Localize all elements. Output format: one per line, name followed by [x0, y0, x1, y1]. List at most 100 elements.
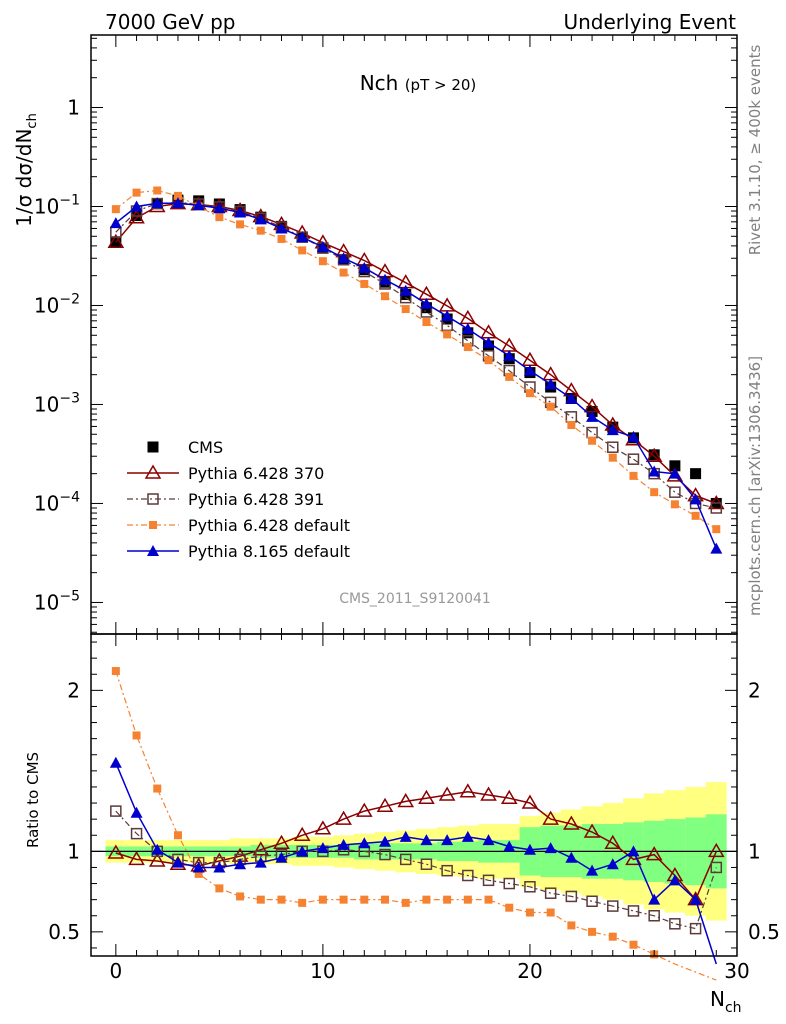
- main-point-p8: [213, 202, 226, 214]
- main-point-p8: [586, 410, 599, 422]
- main-point-p370: [107, 233, 125, 249]
- main-point-p6def: [318, 257, 327, 266]
- ratio-point-p6def: [505, 903, 514, 912]
- ratio-point-p8: [441, 834, 454, 846]
- ratio-point-p391: [586, 895, 598, 908]
- ratio-point-p370: [314, 820, 332, 835]
- main-point-p8: [606, 424, 619, 436]
- main-point-p6def: [132, 188, 141, 197]
- main-point-p6def: [277, 234, 286, 243]
- ratio-point-p6def: [236, 892, 245, 901]
- main-point-p391: [607, 441, 619, 453]
- ratio-point-p8: [296, 845, 309, 857]
- main-y-tick-label: 10−3: [34, 390, 80, 416]
- ratio-point-p8: [503, 840, 516, 852]
- main-point-p8: [441, 310, 454, 322]
- rivet-label: Rivet 3.1.10, ≥ 400k events: [746, 45, 764, 256]
- main-point-p8: [420, 297, 433, 309]
- ratio-point-p8: [586, 864, 599, 876]
- main-point-p6def: [484, 356, 493, 365]
- ratio-frame: [90, 633, 738, 957]
- main-point-p8: [171, 197, 184, 209]
- ratio-point-p8: [234, 858, 247, 870]
- header-right: Underlying Event: [563, 10, 736, 34]
- ratio-y-tick-label: 2: [67, 678, 80, 702]
- main-point-p8: [316, 240, 329, 252]
- legend-marker-p6def: [149, 521, 157, 529]
- ratio-point-p8: [523, 843, 536, 855]
- main-point-p8: [296, 231, 309, 243]
- ratio-point-p8: [606, 858, 619, 870]
- ratio-point-p8: [565, 851, 578, 863]
- ratio-y-tick-label-right: 0.5: [748, 920, 780, 944]
- ratio-point-p391: [130, 827, 143, 840]
- ratio-point-p391: [110, 805, 122, 817]
- ratio-point-p6def: [111, 667, 120, 676]
- ratio-point-p8: [316, 842, 329, 854]
- main-point-p8: [192, 199, 205, 211]
- main-point-p6def: [525, 389, 534, 398]
- main-title: Nch (pT > 20): [360, 71, 477, 95]
- main-point-p8: [275, 222, 288, 234]
- ratio-point-p6def: [422, 895, 431, 904]
- main-line-p391: [115, 201, 717, 509]
- ratio-point-p391: [399, 853, 412, 866]
- ratio-point-p6def: [132, 731, 141, 740]
- main-point-p6def: [298, 246, 307, 255]
- main-point-p6def: [339, 268, 348, 277]
- ratio-point-p370: [500, 789, 518, 804]
- ratio-point-p370: [521, 794, 539, 809]
- main-y-tick-label: 10−4: [34, 489, 80, 515]
- ratio-point-p370: [335, 810, 352, 825]
- main-point-p6def: [546, 402, 555, 411]
- main-point-p6def: [173, 191, 182, 200]
- ratio-point-p370: [418, 789, 435, 804]
- main-point-p8: [565, 392, 578, 404]
- ratio-y-tick-label-right: 1: [748, 839, 761, 863]
- ratio-point-p6def: [608, 932, 617, 941]
- ratio-point-p370: [645, 846, 663, 861]
- main-point-p8: [627, 430, 640, 442]
- legend-label-p6def: Pythia 6.428 default: [188, 516, 350, 535]
- main-point-p6def: [608, 453, 617, 462]
- main-point-p6def: [588, 436, 597, 445]
- ratio-point-p370: [707, 842, 725, 858]
- ratio-point-p391: [524, 881, 536, 893]
- ratio-point-p8: [689, 893, 702, 905]
- ratio-point-p370: [148, 852, 166, 867]
- ratio-point-p8: [171, 856, 184, 868]
- main-point-p8: [337, 252, 350, 264]
- legend-label-cms: CMS: [188, 438, 223, 457]
- ratio-point-p370: [376, 797, 394, 813]
- ratio-point-p391: [648, 910, 660, 922]
- watermark: CMS_2011_S9120041: [339, 591, 491, 607]
- main-point-p6def: [629, 471, 638, 480]
- main-y-tick-label: 10−5: [34, 588, 80, 614]
- header-left: 7000 GeV pp: [105, 10, 236, 34]
- ratio-point-p370: [542, 810, 559, 825]
- ratio-point-p8: [627, 845, 640, 857]
- main-point-p6def: [712, 525, 721, 534]
- ratio-point-p370: [293, 826, 311, 841]
- x-tick-label: 0: [109, 959, 122, 983]
- main-point-p8: [523, 364, 536, 376]
- ratio-line-p8: [115, 762, 718, 965]
- ratio-point-p391: [420, 858, 433, 870]
- ratio-point-p6def: [484, 895, 493, 904]
- main-point-p8: [710, 542, 723, 554]
- ratio-point-p6def: [401, 898, 410, 907]
- ratio-point-p370: [563, 815, 580, 830]
- main-y-tick-label: 1: [67, 95, 80, 119]
- ratio-point-p6def: [546, 908, 555, 917]
- ratio-point-p8: [192, 861, 205, 873]
- ratio-point-p391: [544, 887, 557, 899]
- x-tick-label: 10: [310, 959, 335, 983]
- main-point-p391: [586, 426, 598, 439]
- ratio-point-p8: [420, 834, 433, 846]
- ratio-point-p8: [109, 756, 122, 768]
- ratio-point-p391: [710, 861, 723, 874]
- legend-marker-p370: [144, 464, 162, 479]
- ratio-point-p391: [441, 864, 453, 877]
- main-point-p370: [645, 447, 663, 462]
- ratio-point-p391: [503, 877, 515, 890]
